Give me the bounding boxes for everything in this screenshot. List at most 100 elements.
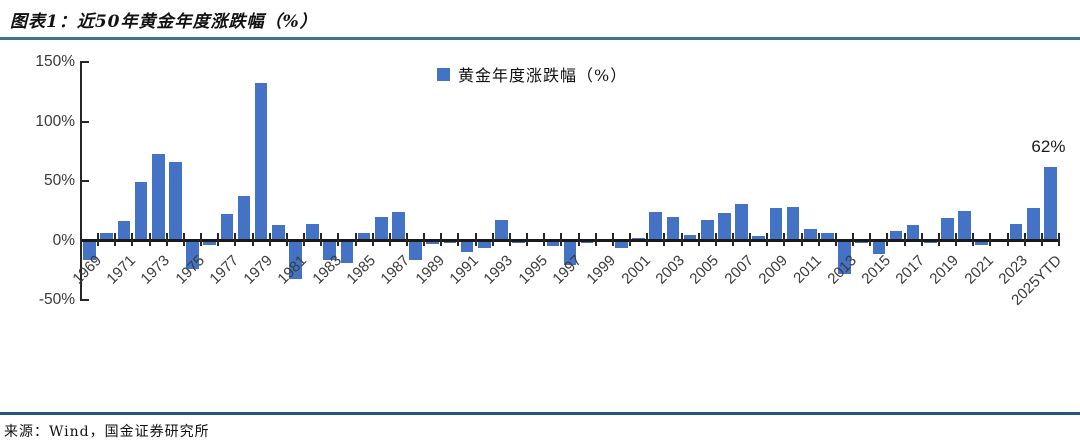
- x-axis-tick: [577, 233, 580, 246]
- x-axis-tick: [543, 233, 546, 246]
- source-note: 来源：Wind，国金证券研究所: [4, 424, 210, 440]
- bar-1985: [357, 233, 371, 241]
- bar-1991: [460, 240, 474, 253]
- bar-1969: [83, 240, 96, 260]
- x-axis-tick: [114, 233, 117, 246]
- x-axis-tick: [817, 233, 820, 246]
- page-title: 图表1：近50年黄金年度涨跌幅（%）: [10, 12, 318, 32]
- x-axis-tick: [680, 233, 683, 246]
- x-axis-tick: [955, 233, 958, 246]
- bar-2008: [752, 235, 766, 241]
- x-axis-tick: [903, 233, 906, 246]
- x-axis-tick: [337, 233, 340, 246]
- y-axis-label: 0%: [52, 231, 75, 249]
- y-axis-label: 150%: [35, 53, 75, 70]
- bar-2023: [1009, 223, 1023, 241]
- x-axis-tick: [732, 233, 734, 246]
- bar-1984: [340, 240, 354, 264]
- bar-2025YTD: [1044, 166, 1057, 241]
- bar-1987: [392, 211, 405, 241]
- y-axis-tick: [80, 61, 89, 63]
- bar-1972: [134, 182, 148, 241]
- bar-2003: [666, 216, 680, 241]
- chart-legend: 黄金年度涨跌幅（%）: [437, 62, 627, 86]
- x-axis-tick: [920, 233, 923, 246]
- x-axis-tick: [182, 233, 185, 246]
- x-axis-tick: [165, 233, 168, 246]
- title-divider: [0, 37, 1080, 40]
- x-axis-tick: [251, 233, 254, 246]
- y-axis-label: 100%: [35, 112, 75, 130]
- x-axis-tick: [285, 233, 288, 246]
- bar-2015: [872, 240, 886, 254]
- x-axis: [80, 239, 1060, 242]
- x-axis-tick: [714, 233, 717, 246]
- bar-1992: [477, 240, 491, 248]
- bar-value-annotation: 62%: [1031, 136, 1066, 156]
- x-axis-tick: [1058, 233, 1060, 246]
- bar-1973: [151, 153, 165, 241]
- x-axis-tick: [474, 233, 477, 246]
- bar-1981: [289, 240, 302, 279]
- bar-1982: [306, 223, 319, 241]
- bar-2017: [906, 225, 920, 241]
- y-axis-tick: [80, 180, 89, 182]
- x-axis-tick: [320, 233, 323, 246]
- bar-1986: [374, 216, 388, 241]
- x-axis-tick: [1006, 233, 1009, 246]
- bar-1975: [186, 240, 199, 270]
- x-axis-tick: [406, 233, 408, 246]
- bar-1971: [117, 221, 131, 241]
- bar-1983: [323, 240, 337, 260]
- bar-1970: [100, 233, 114, 241]
- bar-2024: [1026, 208, 1040, 241]
- x-axis-tick: [457, 233, 460, 246]
- x-axis-tick: [217, 233, 220, 246]
- bar-1978: [237, 196, 251, 241]
- bar-2013: [838, 240, 851, 274]
- x-axis-tick: [749, 233, 752, 246]
- bar-2010: [786, 207, 800, 241]
- x-axis-tick: [852, 233, 855, 246]
- bar-2007: [735, 203, 748, 241]
- x-axis-tick: [371, 233, 374, 246]
- x-axis-tick: [303, 233, 306, 246]
- gold-annual-return-bar-chart: 黄金年度涨跌幅（%） 150% 100% 50% 0% -50% 1969 1971 1973…: [0, 42, 1080, 408]
- bar-2000: [615, 240, 628, 248]
- x-axis-tick: [937, 233, 940, 246]
- bar-2012: [821, 233, 834, 241]
- bar-1977: [220, 214, 234, 241]
- x-axis-tick: [440, 233, 443, 246]
- y-axis-tick: [80, 299, 89, 301]
- x-axis-tick: [1023, 233, 1026, 246]
- x-axis-tick: [508, 233, 511, 246]
- x-axis-tick: [697, 233, 700, 246]
- x-axis-tick: [972, 233, 975, 246]
- x-axis-tick: [800, 233, 803, 246]
- bar-2002: [649, 211, 663, 241]
- legend-label: 黄金年度涨跌幅（%）: [458, 66, 628, 85]
- bar-2005: [700, 220, 714, 241]
- bar-2006: [718, 213, 731, 241]
- x-axis-tick: [354, 233, 357, 246]
- x-axis-tick: [388, 233, 391, 246]
- x-axis-tick: [646, 233, 649, 246]
- x-axis-tick: [989, 233, 992, 246]
- bar-1976: [203, 240, 216, 246]
- x-axis-tick: [594, 233, 597, 246]
- bar-1974: [169, 161, 182, 241]
- bar-1980: [272, 225, 285, 241]
- bar-2016: [889, 230, 903, 241]
- bar-1989: [426, 240, 440, 245]
- x-axis-tick: [834, 233, 837, 246]
- bar-1993: [495, 220, 508, 241]
- x-axis-tick: [663, 233, 666, 246]
- bar-1988: [409, 240, 422, 260]
- bar-2021: [975, 240, 989, 246]
- x-axis-tick: [526, 233, 529, 246]
- x-axis-tick: [423, 233, 426, 246]
- x-axis-tick: [491, 233, 494, 246]
- y-axis-tick: [80, 120, 89, 123]
- x-axis-tick: [1040, 233, 1043, 246]
- bar-1997: [563, 240, 577, 266]
